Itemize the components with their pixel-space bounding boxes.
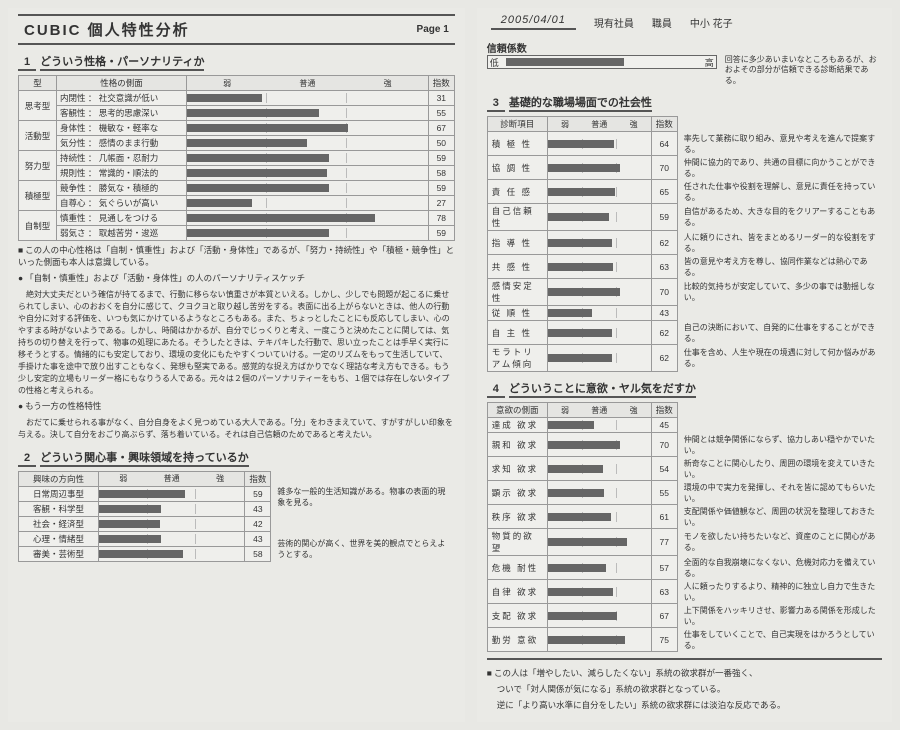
page-number: Page 1 (417, 24, 449, 35)
sec4-title: 4どういうことに意欲・ヤル気をだすか (487, 380, 882, 398)
reliability-bar: 低 高 (487, 55, 717, 69)
page-title: CUBIC 個人特性分析 (24, 19, 190, 40)
sec4-table: 意欲の側面弱普通強指数達成 欲求45親和 欲求70仲間とは競争関係にならず、協力… (487, 402, 882, 652)
right-header: 2005/04/01 現有社員 職員 中小 花子 (487, 14, 882, 30)
sec1-para2: おだてに乗せられる事がなく、自分自身をよく見つめている大人である。「分」をわきま… (18, 417, 455, 441)
sec1-note2: もう一方の性格特性 (18, 401, 455, 413)
sec1-sketch-head: 「自制・慎重性」および「活動・身体性」の人のパーソナリティスケッチ (18, 273, 455, 285)
field-1: 職員 (652, 15, 672, 30)
sec3-title: 3基礎的な職場場面での社会性 (487, 94, 882, 112)
sec4-footer: この人は「増やしたい、減らしたくない」系統の欲求群が一番強く、 ついで「対人関係… (487, 658, 882, 712)
reliability-text: 回答に多少あいまいなところもあるが、おおよその部分が信頼できる診断結果である。 (725, 55, 882, 86)
sec2-title: 2どういう関心事・興味領域を持っているか (18, 449, 455, 467)
sec1-table: 型性格の側面弱普通強指数思考型内閉性 ： 社交意識が低い31客観性 ： 思考的思… (18, 75, 455, 241)
field-0: 現有社員 (594, 15, 634, 30)
field-2: 中小 花子 (690, 15, 733, 30)
sec1-para1: 絶対大丈夫だという確信が持てるまで、行動に移らない慎重さが本質といえる。しかし、… (18, 289, 455, 397)
sec1-title: 1どういう性格・パーソナリティか (18, 53, 455, 71)
date: 2005/04/01 (491, 14, 576, 30)
reliability: 信頼係数 低 高 回答に多少あいまいなところもあるが、おおよその部分が信頼できる… (487, 40, 882, 86)
page-header: CUBIC 個人特性分析 Page 1 (18, 14, 455, 45)
sec1-note1: この人の中心性格は「自制・慎重性」および「活動・身体性」であるが、「努力・持続性… (18, 245, 455, 269)
sec3-table: 診断項目弱普通強指数積 極 性64率先して業務に取り組み、意見や考えを進んで提案… (487, 116, 882, 372)
